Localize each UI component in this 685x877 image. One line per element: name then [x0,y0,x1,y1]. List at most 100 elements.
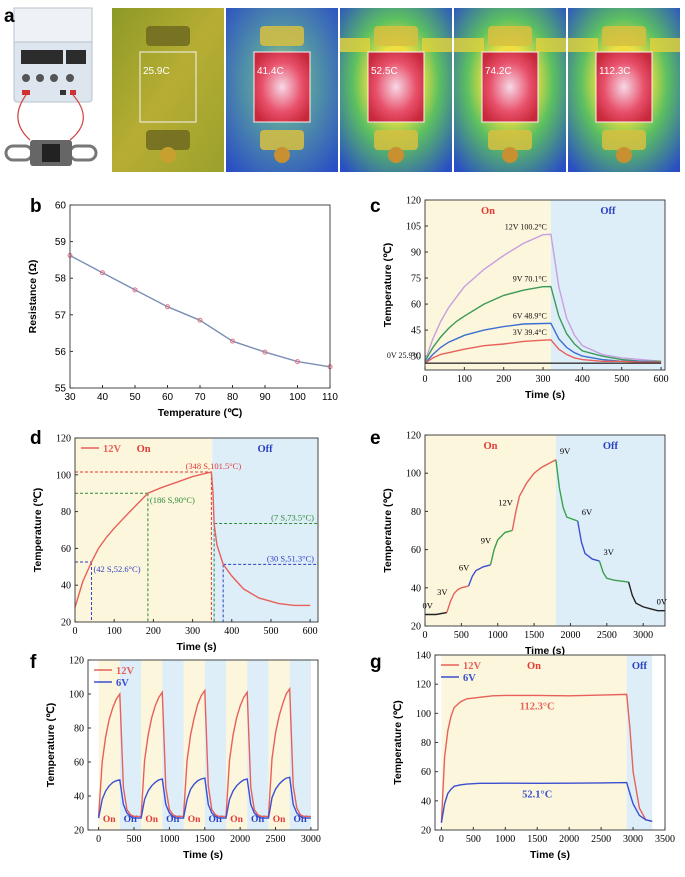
series-line [489,529,513,566]
sample [253,51,311,123]
x-tick-label: 2000 [230,834,250,845]
y-tick-label: 55 [55,384,67,395]
y-tick-label: 60 [411,300,421,311]
gripper-bottom [260,130,304,150]
step-label: 0V [423,601,434,611]
sample [367,51,425,123]
x-tick-label: 1000 [159,834,179,845]
y-tick-label: 105 [406,222,421,233]
chart: g On Off 0 500 1000 1500 2000 2500 3000 3500 20 40 60… [370,651,675,862]
temperature-reading: 74.2C [485,66,512,77]
thermal-image: 41.4C [226,8,338,172]
legend-label: 12V [103,444,122,455]
series-line [440,781,653,823]
series-line [425,611,447,616]
region [183,660,205,830]
x-tick-label: 2500 [591,834,611,845]
x-tick-label: 0 [96,834,101,845]
x-tick-label: 0 [423,630,428,641]
x-tick-label: 100 [107,626,122,637]
y-tick-label: 60 [61,544,71,555]
series-line [424,339,662,364]
point [165,304,170,310]
legend-label: 12V [463,661,482,672]
point [230,338,235,344]
region [247,660,269,830]
panel-label: g [370,652,382,673]
y-axis-label: Temperature (℃) [32,488,44,573]
region-label: On [137,444,151,455]
temperature-reading: 52.5C [371,66,398,77]
legend-label: 12V [116,666,135,677]
x-tick-label: 3000 [633,630,653,641]
plot-frame [74,437,319,623]
region-label: Off [124,815,139,825]
thermal-image: 52.5C [340,8,452,172]
x-tick-label: 400 [224,626,239,637]
x-tick-label: 3000 [301,834,321,845]
y-tick-label: 60 [55,201,67,212]
gripper-top [488,26,532,46]
thermal-image: 112.3C [568,8,680,172]
x-axis-label: Time (s) [183,849,223,861]
clamp-arm [422,38,452,52]
y-tick-label: 40 [421,796,431,807]
temperature-reading: 41.4C [257,66,284,77]
step-label: 12V [498,497,514,507]
region-label: Off [258,444,274,455]
y-tick-label: 40 [411,583,421,594]
y-tick-label: 30 [411,352,421,363]
gripper-hole [502,147,518,163]
y-tick-label: 58 [55,274,67,285]
y-tick-label: 45 [411,326,421,337]
x-tick-label: 100 [289,392,306,403]
y-axis-label: Temperature (℃) [382,488,394,573]
region-label: Off [166,815,181,825]
plot-frame [87,659,319,831]
clamp-arm [650,38,680,52]
x-tick-label: 2500 [597,630,617,641]
plot-frame [424,199,666,371]
sample [481,51,539,123]
x-tick-label: 110 [322,392,338,403]
x-tick-label: 70 [194,392,206,403]
chart: f On Off On Off On Off On Off On Off 0 500 1000 1500 20… [30,652,321,861]
step-label: 9V [560,446,571,456]
region-label: On [481,206,495,217]
gripper-top [146,26,190,46]
series-line [74,471,311,608]
x-tick-label: 400 [575,374,590,385]
region-label: On [230,815,243,825]
region-label: Off [209,815,224,825]
y-tick-label: 80 [74,724,84,735]
annotation: 52.1°C [522,789,552,800]
y-tick-label: 75 [411,274,421,285]
annotation: 3V 39.4°C [513,328,547,337]
power-supply-sketch [4,7,98,166]
y-axis-label: Resistance (Ω) [27,260,39,334]
chart: d On Off 0 100 200 300 400 500 600 20 40 60 80 100 120 T… [30,428,319,653]
step-label: 3V [604,547,615,557]
gripper-bottom [374,130,418,150]
chart: e On Off 0 500 1000 1500 2000 2500 3000 20 40 60 80 10… [370,428,668,657]
x-axis-label: Time (s) [525,645,565,657]
y-tick-label: 120 [406,196,421,207]
annotation: 9V 70.1°C [513,275,547,284]
region-label: On [145,815,158,825]
thermal-image: 74.2C [454,8,566,172]
series-line [467,564,491,587]
x-tick-label: 100 [457,374,472,385]
panel-label: d [30,428,42,449]
annotation: 12V 100.2°C [505,222,547,231]
region [212,438,318,622]
x-tick-label: 1000 [495,834,515,845]
region [119,660,142,830]
series-line [424,285,662,362]
x-tick-label: 2000 [559,834,579,845]
region [555,435,665,626]
chart: c On Off 0 100 200 300 400 500 600 30 45 60 75 90 105 12… [370,196,669,402]
x-tick-label: 300 [536,374,551,385]
x-axis-label: Time (s) [176,641,216,653]
point [100,270,105,276]
